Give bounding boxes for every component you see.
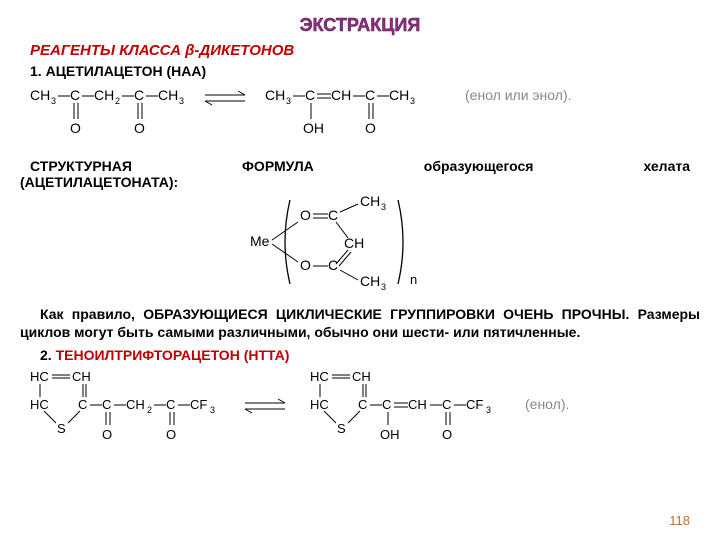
struct-formula-line2: (АЦЕТИЛАЦЕТОНАТА): <box>20 174 700 190</box>
svg-text:C: C <box>134 87 144 103</box>
reagents-subtitle: РЕАГЕНТЫ КЛАССА β-ДИКЕТОНОВ <box>30 42 700 59</box>
chelate-structure: Me O C O C CH CH3 CH3 n <box>20 192 700 297</box>
svg-text:CF: CF <box>466 397 483 412</box>
svg-text:3: 3 <box>410 96 415 106</box>
svg-text:O: O <box>442 427 452 442</box>
svg-text:C: C <box>382 397 391 412</box>
svg-text:O: O <box>365 120 376 136</box>
svg-text:O: O <box>70 120 81 136</box>
svg-text:Me: Me <box>250 233 270 249</box>
svg-text:3: 3 <box>381 202 386 212</box>
para-upper: ОБРАЗУЮЩИЕСЯ ЦИКЛИЧЕСКИЕ ГРУППИРОВКИ ОЧЕ… <box>143 306 629 322</box>
chelate-svg: Me O C O C CH CH3 CH3 n <box>250 192 470 292</box>
svg-text:O: O <box>134 120 145 136</box>
para-lead: Как правило, <box>40 306 143 322</box>
svg-text:n: n <box>410 272 417 287</box>
svg-text:S: S <box>57 421 66 436</box>
svg-text:C: C <box>78 397 87 412</box>
svg-text:C: C <box>358 397 367 412</box>
svg-text:HC: HC <box>30 397 49 412</box>
item-2-num: 2. <box>40 347 56 363</box>
item-1-num: 1. <box>30 63 46 79</box>
page-title: ЭКСТРАКЦИЯ <box>20 15 700 36</box>
svg-text:S: S <box>337 421 346 436</box>
svg-text:CH: CH <box>352 369 371 384</box>
reaction-1-svg: CH3 C CH2 C CH3 O O CH3 C CH C CH3 OH <box>30 85 710 145</box>
svg-text:CH: CH <box>408 397 427 412</box>
svg-text:O: O <box>102 427 112 442</box>
svg-text:HC: HC <box>30 369 49 384</box>
svg-text:C: C <box>365 87 375 103</box>
struct-w3: образующегося <box>424 158 534 174</box>
svg-text:CH: CH <box>331 87 351 103</box>
svg-text:2: 2 <box>115 96 120 106</box>
svg-text:C: C <box>442 397 451 412</box>
svg-text:3: 3 <box>179 96 184 106</box>
svg-text:3: 3 <box>51 96 56 106</box>
svg-text:3: 3 <box>210 405 215 415</box>
svg-text:O: O <box>300 257 311 273</box>
svg-text:CH: CH <box>126 397 145 412</box>
svg-text:OH: OH <box>303 120 324 136</box>
item-2-label: ТЕНОИЛТРИФТОРАЦЕТОН (НТТА) <box>56 347 290 363</box>
svg-text:2: 2 <box>147 405 152 415</box>
svg-text:C: C <box>166 397 175 412</box>
svg-text:C: C <box>328 207 338 223</box>
struct-formula-line: СТРУКТУРНАЯ ФОРМУЛА образующегося хелата <box>30 158 690 174</box>
svg-text:3: 3 <box>286 96 291 106</box>
svg-text:O: O <box>166 427 176 442</box>
svg-text:O: O <box>300 207 311 223</box>
svg-text:HC: HC <box>310 369 329 384</box>
page-number: 118 <box>669 513 690 528</box>
svg-text:CH: CH <box>360 273 380 289</box>
svg-text:C: C <box>102 397 111 412</box>
svg-text:C: C <box>305 87 315 103</box>
struct-w2: ФОРМУЛА <box>242 158 314 174</box>
struct-w1: СТРУКТУРНАЯ <box>30 158 132 174</box>
svg-text:CF: CF <box>190 397 207 412</box>
svg-text:CH: CH <box>30 87 50 103</box>
svg-text:3: 3 <box>381 282 386 292</box>
enol-note-2: (енол). <box>525 396 569 412</box>
svg-text:3: 3 <box>486 405 491 415</box>
svg-text:CH: CH <box>265 87 285 103</box>
svg-text:CH: CH <box>344 235 364 251</box>
enol-note-1: (енол или энол). <box>465 87 572 103</box>
item-1-label: АЦЕТИЛАЦЕТОН (НАА) <box>46 63 207 79</box>
svg-text:HC: HC <box>310 397 329 412</box>
svg-text:CH: CH <box>72 369 91 384</box>
reaction-2: HC CH HC C S C CH2 C CF3 O O HC CH HC C <box>30 369 700 452</box>
svg-text:CH: CH <box>158 87 178 103</box>
paragraph-main: Как правило, ОБРАЗУЮЩИЕСЯ ЦИКЛИЧЕСКИЕ ГР… <box>20 305 700 341</box>
svg-text:CH: CH <box>360 193 380 209</box>
svg-text:C: C <box>328 257 338 273</box>
svg-text:C: C <box>70 87 80 103</box>
item-2: 2. ТЕНОИЛТРИФТОРАЦЕТОН (НТТА) <box>40 347 700 363</box>
reaction-2-svg: HC CH HC C S C CH2 C CF3 O O HC CH HC C <box>30 369 710 447</box>
svg-text:OH: OH <box>380 427 400 442</box>
svg-text:CH: CH <box>94 87 114 103</box>
struct-w4: хелата <box>643 158 690 174</box>
item-1: 1. АЦЕТИЛАЦЕТОН (НАА) <box>30 63 700 79</box>
svg-text:CH: CH <box>389 87 409 103</box>
reaction-1: CH3 C CH2 C CH3 O O CH3 C CH C CH3 OH <box>30 85 700 150</box>
